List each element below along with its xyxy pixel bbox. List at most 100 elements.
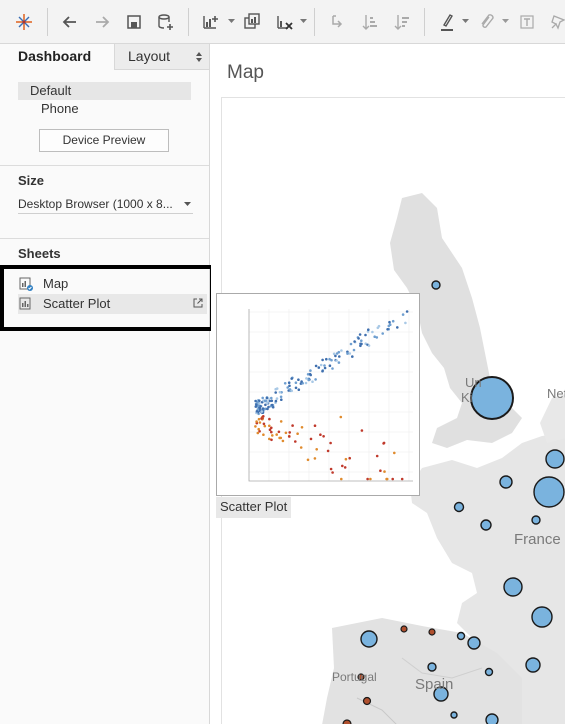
scatter-point	[277, 430, 281, 434]
scatter-point	[288, 435, 291, 438]
scatter-point	[360, 339, 363, 342]
scatter-point	[383, 470, 386, 473]
scatter-point	[309, 437, 313, 441]
scatter-point	[358, 333, 362, 336]
scatter-point	[268, 417, 271, 421]
scatter-point	[259, 405, 262, 408]
scatter-point	[351, 355, 354, 358]
scatter-point	[280, 398, 283, 401]
scatter-point	[286, 386, 289, 389]
scatter-point	[306, 373, 310, 376]
swap-icon[interactable]	[324, 8, 352, 36]
go-to-sheet-icon[interactable]	[192, 297, 204, 309]
scatter-point	[382, 441, 386, 445]
scatter-point	[304, 381, 308, 385]
scatter-point	[331, 367, 334, 370]
sheet-item-map[interactable]: Map	[18, 274, 207, 294]
scatter-point	[366, 477, 369, 481]
scatter-point	[268, 424, 271, 428]
sidebar: Dashboard Layout Default Phone Device Pr…	[0, 44, 210, 724]
pin-icon[interactable]	[544, 8, 565, 36]
redo-icon[interactable]	[88, 8, 116, 36]
scatter-point	[328, 364, 332, 367]
scatter-point	[287, 381, 291, 384]
map-label-france: France	[514, 531, 561, 548]
scatter-point	[311, 380, 314, 383]
scatter-point	[254, 399, 257, 403]
scatter-plot-drag-preview[interactable]	[216, 293, 420, 496]
scatter-point	[314, 364, 318, 368]
size-dropdown[interactable]: Desktop Browser (1000 x 8...	[18, 194, 193, 214]
clear-icon[interactable]	[270, 8, 298, 36]
scatter-point	[329, 467, 333, 471]
scatter-point	[256, 431, 260, 435]
scatter-point	[387, 324, 391, 328]
tableau-logo-icon[interactable]	[10, 8, 38, 36]
scatter-point	[260, 410, 263, 413]
tab-dashboard[interactable]: Dashboard	[0, 44, 114, 70]
scatter-point	[255, 420, 258, 423]
scatter-point	[294, 381, 298, 384]
scatter-point	[305, 377, 308, 380]
scatter-point	[375, 336, 379, 339]
scatter-point	[258, 399, 261, 403]
scatter-point	[266, 401, 269, 405]
sort-arrows-icon	[195, 51, 203, 63]
scatter-point	[254, 405, 258, 408]
scatter-point	[257, 404, 260, 407]
scatter-point	[278, 390, 282, 394]
scatter-point	[348, 456, 351, 460]
scatter-point	[360, 429, 364, 432]
scatter-point	[323, 364, 326, 367]
scatter-point	[270, 399, 274, 403]
scatter-point	[375, 454, 379, 458]
size-section-title: Size	[18, 173, 45, 188]
scatter-point	[258, 421, 262, 424]
scatter-point	[264, 403, 267, 407]
map-label-portugal: Portugal	[332, 670, 377, 684]
chevron-down-icon	[184, 201, 191, 207]
scatter-point	[275, 387, 279, 390]
device-item-phone[interactable]: Phone	[41, 101, 79, 116]
scatter-point	[321, 358, 324, 362]
scatter-point	[367, 344, 371, 347]
annotate-icon[interactable]	[472, 8, 500, 36]
scatter-point	[300, 380, 303, 383]
device-item-default[interactable]: Default	[18, 82, 191, 100]
scatter-point	[288, 431, 291, 434]
scatter-point	[281, 439, 285, 443]
sheets-list: Map Scatter Plot	[18, 274, 207, 314]
scatter-point	[357, 337, 360, 340]
scatter-point	[307, 378, 310, 382]
scatter-point	[322, 435, 325, 438]
scatter-point	[376, 326, 380, 330]
scatter-point	[339, 415, 343, 419]
text-icon[interactable]	[513, 8, 541, 36]
scatter-point	[337, 361, 341, 364]
device-preview-button[interactable]: Device Preview	[39, 129, 169, 152]
scatter-point	[379, 469, 382, 472]
scatter-point	[331, 471, 334, 474]
undo-icon[interactable]	[56, 8, 84, 36]
scatter-point	[386, 328, 389, 331]
sort-ascending-icon[interactable]	[356, 8, 384, 36]
save-icon[interactable]	[120, 8, 148, 36]
scatter-point	[359, 344, 362, 348]
scatter-plot-thumbnail	[248, 309, 413, 482]
scatter-point	[270, 438, 273, 442]
duplicate-icon[interactable]	[238, 8, 266, 36]
scatter-point	[338, 355, 341, 358]
new-data-source-icon[interactable]	[151, 8, 179, 36]
new-worksheet-icon[interactable]	[196, 8, 224, 36]
scatter-point	[308, 372, 312, 376]
scatter-point	[258, 430, 261, 433]
map-label-uk-line2: Ki	[461, 390, 473, 405]
scatter-point	[343, 466, 347, 469]
worksheet-used-icon	[19, 277, 33, 291]
sort-descending-icon[interactable]	[388, 8, 416, 36]
scatter-point	[279, 420, 283, 423]
highlight-icon[interactable]	[433, 8, 461, 36]
tab-layout[interactable]: Layout	[114, 44, 209, 70]
sheet-item-scatter-plot[interactable]: Scatter Plot	[18, 294, 207, 314]
scatter-point	[271, 405, 275, 409]
